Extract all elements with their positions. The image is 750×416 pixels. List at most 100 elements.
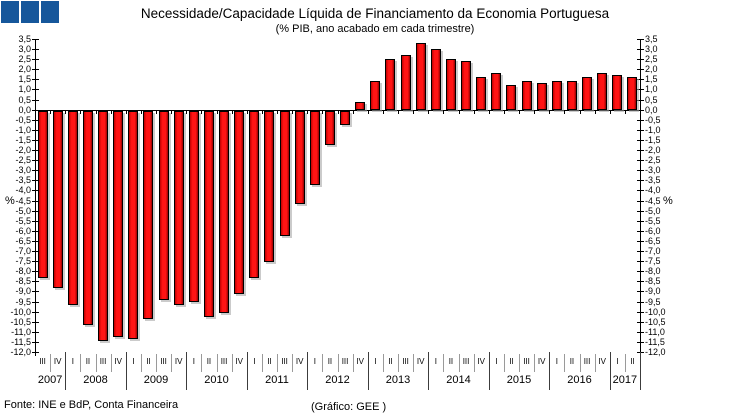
category-tick bbox=[277, 110, 278, 114]
y-tick-label: -10,0 bbox=[645, 307, 666, 317]
year-separator bbox=[609, 352, 611, 390]
category-tick bbox=[125, 110, 127, 114]
y-tick bbox=[637, 221, 644, 222]
bar-2009-I bbox=[128, 110, 139, 339]
bar-2010-I bbox=[188, 110, 199, 303]
y-tick-label: 2,5 bbox=[645, 54, 658, 64]
category-tick bbox=[503, 110, 505, 114]
quarter-separator bbox=[277, 354, 278, 372]
quarter-label: I bbox=[616, 357, 619, 366]
category-tick bbox=[292, 110, 294, 114]
bar-2015-III bbox=[521, 81, 532, 110]
y-tick bbox=[637, 100, 644, 101]
quarter-label: II bbox=[509, 357, 514, 366]
y-tick-label: -4,5 bbox=[15, 196, 31, 206]
y-tick bbox=[32, 89, 39, 90]
y-tick bbox=[637, 160, 644, 161]
y-tick bbox=[32, 332, 39, 333]
quarter-separator bbox=[322, 354, 324, 372]
category-tick bbox=[216, 110, 218, 114]
y-tick bbox=[32, 79, 39, 80]
quarter-separator bbox=[292, 354, 294, 372]
quarter-separator bbox=[50, 354, 52, 372]
bar-2012-IV bbox=[355, 101, 366, 110]
y-tick bbox=[32, 49, 39, 50]
year-label: 2015 bbox=[506, 374, 532, 386]
year-label: 2012 bbox=[325, 374, 350, 386]
y-tick bbox=[32, 322, 39, 323]
quarter-separator bbox=[443, 354, 445, 372]
quarter-label: I bbox=[253, 357, 256, 366]
y-tick bbox=[32, 352, 39, 353]
quarter-label: III bbox=[99, 357, 107, 366]
y-tick-label: -12,0 bbox=[10, 347, 31, 357]
y-tick-label: 0,5 bbox=[645, 95, 658, 105]
y-tick bbox=[32, 170, 39, 171]
y-tick-label: -2,0 bbox=[645, 145, 661, 155]
y-tick-label: 3,0 bbox=[18, 44, 31, 54]
quarter-separator bbox=[216, 354, 218, 372]
y-tick-label: -5,0 bbox=[15, 206, 31, 216]
quarter-label: II bbox=[327, 357, 333, 366]
y-tick bbox=[637, 69, 644, 70]
quarter-label: I bbox=[192, 357, 195, 366]
y-tick bbox=[32, 150, 39, 151]
bar-2017-II bbox=[627, 77, 638, 110]
category-tick bbox=[579, 110, 581, 114]
year-label: 2017 bbox=[612, 374, 638, 386]
year-separator bbox=[428, 352, 430, 390]
bar-2011-IV bbox=[294, 110, 305, 204]
quarter-separator bbox=[473, 354, 475, 372]
y-tick bbox=[637, 130, 644, 131]
y-tick-label: -6,5 bbox=[15, 236, 31, 246]
year-label: 2009 bbox=[143, 374, 169, 386]
y-tick bbox=[637, 231, 644, 232]
y-tick-label: -1,5 bbox=[15, 135, 31, 145]
quarter-separator bbox=[413, 354, 415, 372]
category-tick bbox=[201, 110, 203, 114]
y-tick-label: -0,5 bbox=[645, 115, 661, 125]
y-tick-label: -9,0 bbox=[15, 286, 31, 296]
quarter-label: I bbox=[313, 357, 316, 366]
quarter-label: I bbox=[434, 357, 437, 366]
bar-2016-II bbox=[566, 81, 577, 110]
bar-2008-IV bbox=[113, 110, 124, 337]
y-tick bbox=[32, 291, 39, 292]
bar-2011-III bbox=[279, 110, 290, 236]
quarter-label: IV bbox=[174, 357, 183, 366]
bar-2007-III bbox=[37, 110, 48, 279]
bar-2016-IV bbox=[597, 73, 608, 110]
category-tick bbox=[564, 110, 566, 114]
category-tick bbox=[367, 110, 369, 114]
y-tick-label: -7,5 bbox=[645, 256, 661, 266]
y-tick bbox=[32, 231, 39, 232]
y-tick-label: -4,5 bbox=[645, 196, 661, 206]
source-note: Fonte: INE e BdP, Conta Financeira bbox=[4, 399, 179, 411]
quarter-label: III bbox=[402, 357, 409, 366]
category-tick bbox=[322, 110, 324, 114]
quarter-label: III bbox=[160, 357, 167, 366]
quarter-separator bbox=[564, 354, 566, 372]
y-tick bbox=[637, 291, 644, 292]
bar-2017-I bbox=[612, 75, 623, 110]
quarter-separator bbox=[382, 354, 384, 372]
y-tick-label: -11,0 bbox=[645, 327, 665, 337]
y-tick-label: 1,5 bbox=[18, 74, 31, 84]
quarter-label: IV bbox=[537, 357, 546, 366]
y-tick bbox=[637, 79, 644, 80]
y-tick-label: 1,0 bbox=[645, 84, 658, 94]
quarter-separator bbox=[624, 354, 626, 372]
y-tick bbox=[637, 271, 644, 272]
category-tick bbox=[50, 110, 52, 114]
quarter-separator bbox=[503, 354, 505, 372]
bar-2013-IV bbox=[415, 43, 426, 110]
bar-2009-II bbox=[143, 110, 154, 319]
quarter-label: I bbox=[495, 357, 498, 366]
y-tick bbox=[32, 251, 39, 252]
y-tick-label: 0,5 bbox=[18, 95, 31, 105]
y-tick-label: -3,0 bbox=[645, 165, 661, 175]
y-tick bbox=[32, 100, 39, 101]
quarter-label: I bbox=[132, 357, 135, 366]
category-tick bbox=[640, 110, 641, 114]
y-tick bbox=[32, 120, 39, 121]
